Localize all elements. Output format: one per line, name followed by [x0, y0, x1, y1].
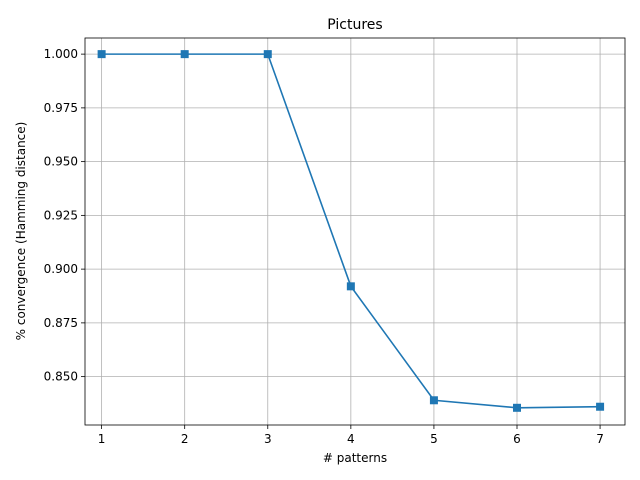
- y-tick-label: 0.925: [44, 208, 78, 222]
- x-tick-label: 1: [98, 432, 106, 446]
- grid: [85, 38, 625, 425]
- data-point: [346, 282, 355, 291]
- x-tick-label: 5: [430, 432, 438, 446]
- chart-title: Pictures: [327, 17, 382, 33]
- y-axis-ticks: 0.850 0.875 0.900 0.925 0.950 0.975 1.000: [44, 47, 85, 384]
- data-point: [263, 50, 272, 59]
- x-tick-label: 4: [347, 432, 355, 446]
- data-point: [596, 402, 605, 411]
- y-tick-label: 0.950: [44, 155, 78, 169]
- y-axis-title: % convergence (Hamming distance): [14, 122, 28, 341]
- data-point: [513, 403, 521, 412]
- x-axis-title: # patterns: [323, 451, 387, 465]
- data-point: [180, 50, 189, 59]
- data-point: [97, 50, 106, 59]
- plot-frame: [84, 37, 626, 426]
- x-tick-label: 6: [513, 432, 521, 446]
- y-tick-label: 0.850: [44, 370, 78, 384]
- series-layer: [97, 50, 605, 412]
- y-tick-label: 1.000: [44, 47, 78, 61]
- x-tick-label: 2: [181, 432, 189, 446]
- y-tick-label: 0.900: [44, 262, 78, 276]
- y-tick-label: 0.875: [44, 316, 78, 330]
- x-tick-label: 3: [264, 432, 272, 446]
- data-point: [429, 396, 438, 405]
- x-axis-ticks: 1 2 3 4 5 6 7: [98, 425, 604, 446]
- x-tick-label: 7: [596, 432, 604, 446]
- y-tick-label: 0.975: [44, 101, 78, 115]
